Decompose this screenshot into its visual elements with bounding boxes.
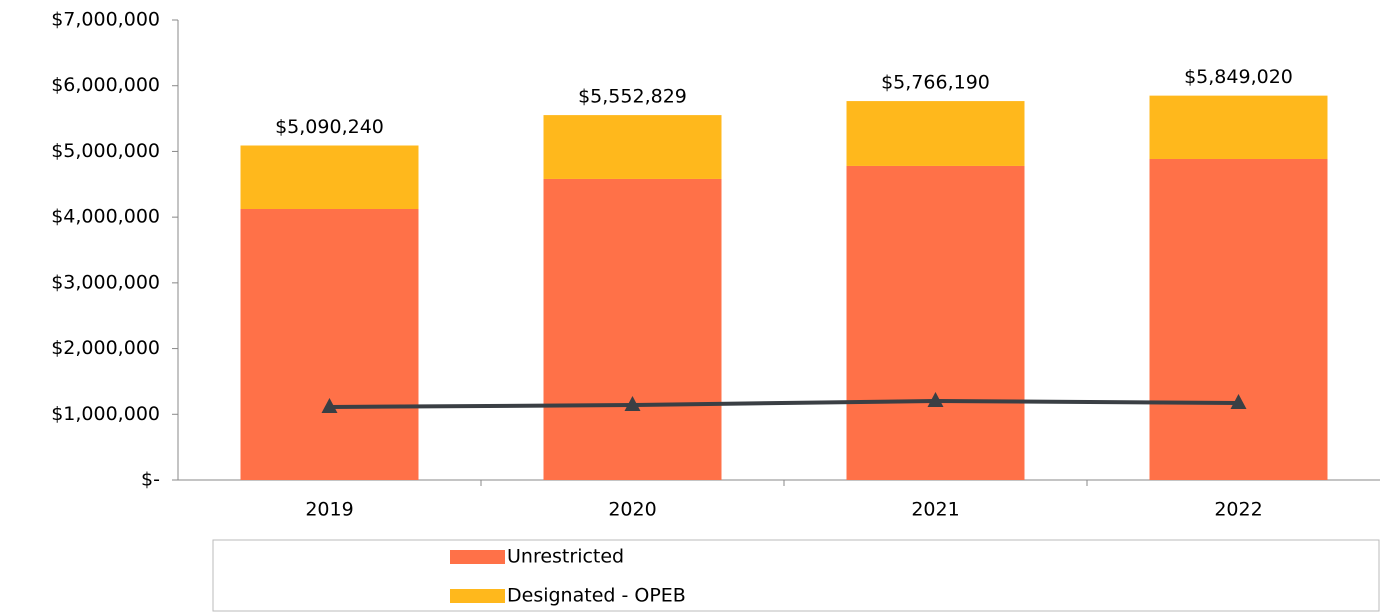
line-marker (1230, 393, 1247, 409)
legend-swatch (450, 589, 505, 603)
y-tick-label: $6,000,000 (51, 74, 160, 96)
line-marker (624, 396, 641, 412)
x-tick-label: 2021 (911, 499, 959, 521)
bar (543, 178, 722, 480)
line-marker (927, 392, 944, 408)
y-tick-label: $3,000,000 (51, 271, 160, 293)
y-tick-label: $5,000,000 (51, 140, 160, 162)
x-tick-label: 2020 (608, 499, 656, 521)
total-label: $5,766,190 (881, 72, 990, 94)
y-tick-label: $7,000,000 (51, 9, 160, 31)
bar (240, 208, 419, 480)
legend-label: Unrestricted (507, 546, 624, 568)
y-tick-label: $2,000,000 (51, 337, 160, 359)
legend-swatch (450, 550, 505, 564)
x-tick-label: 2019 (305, 499, 353, 521)
bar (543, 115, 722, 179)
line-marker (321, 397, 338, 413)
bar (846, 165, 1025, 481)
bar (240, 145, 419, 209)
bar (1149, 158, 1328, 480)
bar (846, 101, 1025, 166)
y-tick-label: $4,000,000 (51, 206, 160, 228)
total-label: $5,552,829 (578, 86, 687, 108)
bar (1149, 95, 1328, 159)
legend-box (212, 539, 1380, 612)
total-label: $5,849,020 (1184, 66, 1293, 88)
y-tick-label: $1,000,000 (51, 403, 160, 425)
x-tick-label: 2022 (1214, 499, 1262, 521)
total-label: $5,090,240 (275, 116, 384, 138)
line (329, 399, 1239, 409)
legend-label: Designated - OPEB (507, 585, 686, 607)
y-tick-label: $- (141, 469, 160, 491)
